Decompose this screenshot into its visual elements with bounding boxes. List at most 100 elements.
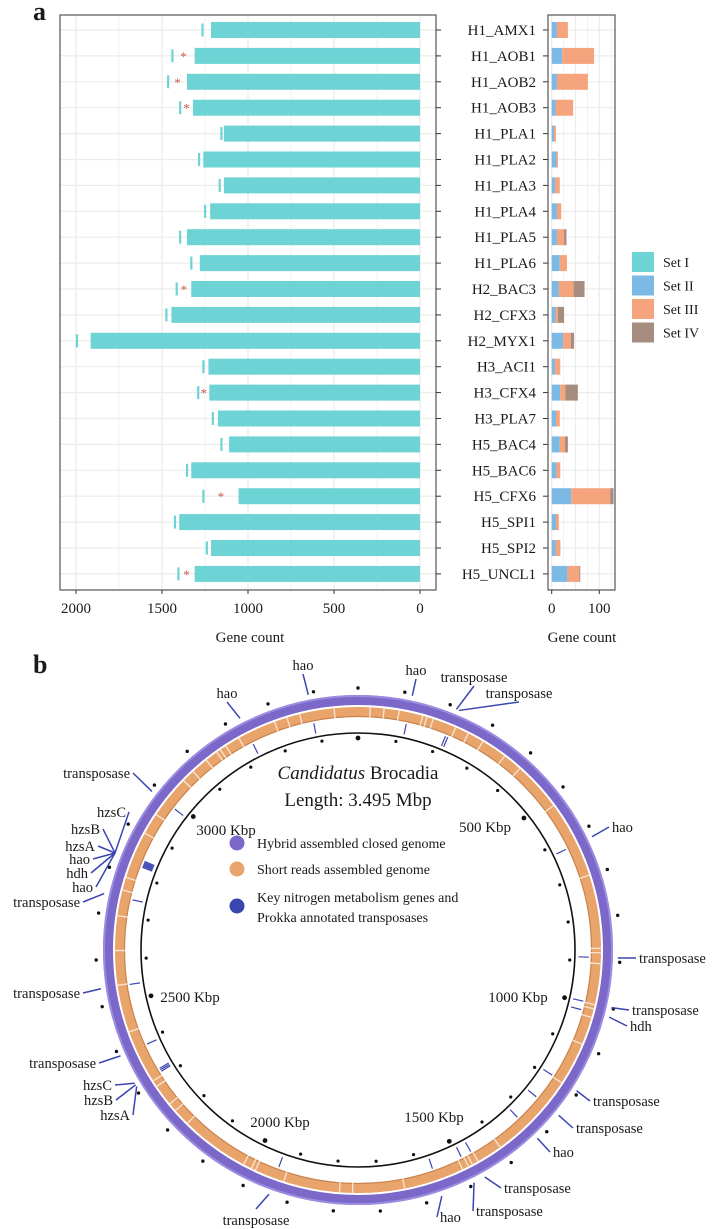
scale-label: 500 Kbp bbox=[459, 820, 511, 836]
scale-tick bbox=[218, 787, 222, 791]
bar-set-iv bbox=[565, 384, 578, 401]
legend-label: Hybrid assembled closed genome bbox=[257, 837, 446, 852]
scale-tick bbox=[532, 1065, 537, 1069]
gene-annotation-leader bbox=[226, 701, 241, 719]
scale-tick bbox=[320, 739, 324, 743]
assembly-gap bbox=[144, 832, 155, 839]
genome-length: Length: 3.495 Mbp bbox=[284, 790, 431, 811]
x-tick-label: 1500 bbox=[147, 601, 177, 617]
scale-tick bbox=[155, 881, 159, 885]
gene-annotation-leader bbox=[591, 826, 610, 838]
outer-tick bbox=[605, 867, 610, 872]
panel-b-circular-genome-map: b 500 Kbp 1000 Kbp 1500 Kbp 2000 Kbp 2500 Kb… bbox=[13, 650, 706, 1229]
gene-mark bbox=[572, 998, 584, 1002]
total-gene-marker bbox=[197, 153, 201, 166]
total-gene-marker bbox=[220, 127, 223, 141]
outer-tick bbox=[285, 1200, 289, 1204]
scale-tick bbox=[411, 1152, 416, 1157]
total-gene-marker bbox=[175, 282, 178, 296]
category-label: H3_CFX4 bbox=[473, 386, 536, 402]
assembly-gap bbox=[250, 1158, 257, 1170]
gene-annotation-label: transposase bbox=[504, 1181, 571, 1197]
gene-annotation-label: hao bbox=[612, 820, 633, 836]
assembly-gap bbox=[121, 889, 133, 894]
hybrid-genome-ring-edge bbox=[103, 695, 613, 1205]
scale-tick bbox=[190, 814, 196, 819]
gene-mark bbox=[313, 723, 317, 734]
scale-tick bbox=[480, 1120, 484, 1124]
gene-annotation-leader bbox=[82, 988, 102, 994]
gene-mark bbox=[174, 808, 184, 817]
gene-mark bbox=[556, 848, 567, 855]
scale-tick bbox=[283, 749, 287, 753]
assembly-gap bbox=[581, 1013, 593, 1019]
total-gene-marker bbox=[201, 23, 204, 37]
bar-set-iii bbox=[560, 384, 566, 401]
bar-set-i bbox=[208, 358, 420, 375]
assembly-gap bbox=[466, 1154, 474, 1166]
gene-mark bbox=[570, 1006, 582, 1011]
gene-annotation-label: hao bbox=[406, 663, 427, 679]
gene-annotation-label: transposase bbox=[639, 951, 706, 967]
outer-tick bbox=[403, 690, 407, 694]
scale-tick bbox=[430, 749, 435, 754]
bar-set-i bbox=[191, 281, 420, 297]
left-x-axis-title: Gene count bbox=[216, 630, 286, 646]
category-label: H1_PLA5 bbox=[474, 230, 536, 246]
bar-set-ii bbox=[551, 281, 559, 297]
legend-label: Key nitrogen metabolism genes and bbox=[257, 891, 458, 906]
bar-set-i bbox=[186, 229, 420, 246]
legend-label: Set III bbox=[663, 303, 699, 318]
legend-swatch bbox=[632, 252, 654, 272]
total-gene-marker bbox=[185, 463, 189, 477]
significance-star: * bbox=[181, 282, 188, 297]
outer-tick bbox=[528, 751, 533, 755]
assembly-gap bbox=[125, 876, 137, 882]
scale-tick bbox=[374, 1159, 378, 1163]
scale-tick bbox=[496, 788, 500, 793]
outer-tick bbox=[490, 723, 495, 727]
gene-annotation-label: transposase bbox=[486, 686, 553, 702]
outer-tick bbox=[241, 1183, 245, 1188]
category-label: H1_AOB3 bbox=[471, 101, 536, 117]
gene-mark bbox=[252, 743, 259, 754]
gene-annotation-label: transposase bbox=[576, 1121, 643, 1137]
gene-mark bbox=[143, 862, 155, 868]
assembly-gap bbox=[186, 1115, 196, 1124]
bar-set-i bbox=[90, 332, 421, 349]
x-tick-label: 2000 bbox=[61, 601, 91, 617]
gene-annotation-label: hzsA bbox=[65, 839, 95, 855]
scale-tick bbox=[178, 1064, 182, 1068]
legend-label: Set IV bbox=[663, 327, 699, 342]
scale-label: 2000 Kbp bbox=[250, 1115, 310, 1131]
gene-annotation-label: transposase bbox=[223, 1213, 290, 1229]
outer-tick bbox=[469, 1184, 473, 1189]
gene-mark bbox=[129, 982, 141, 986]
gene-annotation-leader bbox=[576, 1090, 591, 1102]
assembly-gap bbox=[552, 1076, 563, 1084]
bar-set-ii bbox=[551, 436, 560, 453]
bar-set-ii bbox=[551, 177, 556, 194]
category-label: H1_AMX1 bbox=[468, 23, 536, 39]
assembly-gap bbox=[128, 1027, 140, 1033]
gene-mark bbox=[403, 723, 407, 735]
gene-mark bbox=[142, 866, 153, 872]
assembly-gap bbox=[254, 1160, 261, 1171]
assembly-gap bbox=[423, 716, 428, 728]
assembly-gap bbox=[369, 706, 371, 718]
outer-tick bbox=[126, 822, 130, 826]
bar-set-i bbox=[223, 177, 420, 194]
assembly-gap bbox=[493, 1138, 501, 1148]
outer-tick bbox=[94, 958, 98, 962]
outer-tick bbox=[136, 1091, 141, 1095]
outer-tick bbox=[107, 865, 112, 869]
gene-mark bbox=[543, 1068, 553, 1076]
bar-set-i bbox=[194, 565, 420, 582]
outer-tick bbox=[185, 749, 189, 754]
assembly-gap bbox=[152, 1074, 163, 1082]
outer-tick bbox=[223, 722, 228, 726]
x-tick-label: 1000 bbox=[233, 601, 263, 617]
gene-annotation-leader bbox=[484, 1176, 502, 1189]
gene-annotation-label: hao bbox=[553, 1145, 574, 1161]
bar-set-i bbox=[217, 410, 420, 427]
